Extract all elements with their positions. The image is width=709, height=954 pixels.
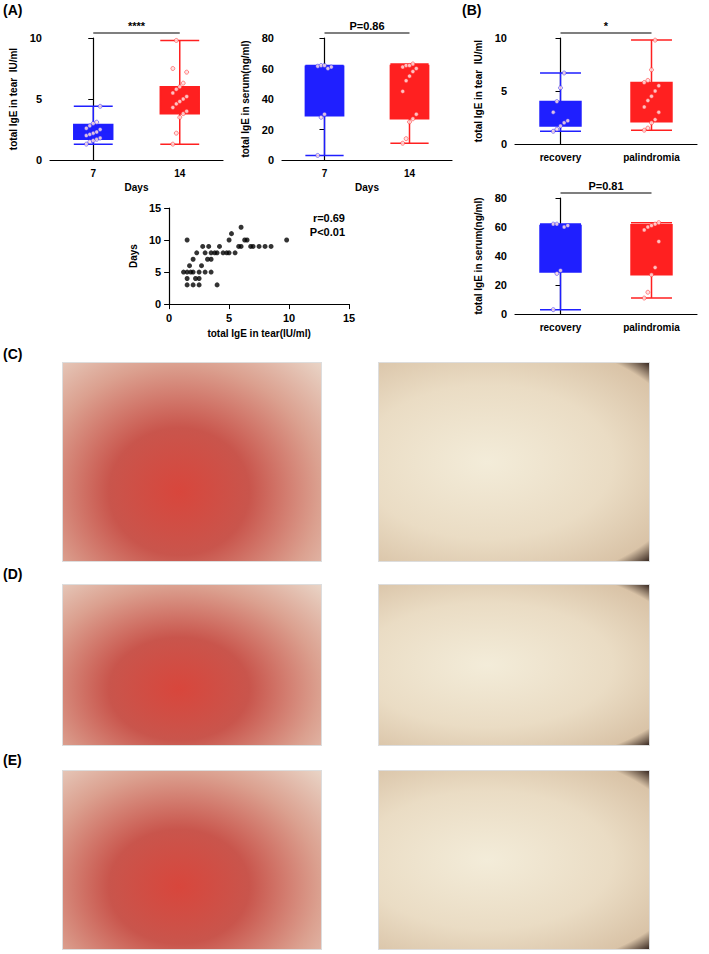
- svg-text:recovery: recovery: [540, 152, 582, 163]
- svg-text:60: 60: [262, 63, 274, 75]
- svg-text:10: 10: [495, 32, 507, 44]
- svg-text:20: 20: [262, 124, 274, 136]
- svg-text:palindromia: palindromia: [623, 322, 680, 333]
- svg-text:5: 5: [501, 85, 507, 97]
- svg-text:15: 15: [149, 202, 161, 214]
- svg-text:0: 0: [155, 298, 161, 310]
- svg-text:r=0.69: r=0.69: [313, 212, 345, 224]
- svg-text:14: 14: [174, 168, 186, 179]
- svg-text:Days: Days: [355, 182, 379, 193]
- svg-text:total IgE in tear IU/ml: total IgE in tear IU/ml: [473, 40, 484, 142]
- svg-text:P=0.86: P=0.86: [349, 20, 384, 32]
- svg-text:40: 40: [262, 93, 274, 105]
- svg-text:0: 0: [268, 154, 274, 166]
- svg-text:total IgE in serum(ng/ml): total IgE in serum(ng/ml): [240, 40, 251, 157]
- svg-text:5: 5: [36, 93, 42, 105]
- svg-text:7: 7: [90, 168, 96, 179]
- svg-text:total IgE in tear(IU/ml): total IgE in tear(IU/ml): [207, 328, 310, 339]
- svg-text:0: 0: [36, 154, 42, 166]
- svg-text:5: 5: [226, 312, 232, 324]
- svg-text:80: 80: [262, 32, 274, 44]
- svg-text:Days: Days: [128, 244, 139, 268]
- html-text:(A): (A): [3, 2, 23, 18]
- svg-text:10: 10: [30, 32, 42, 44]
- svg-text:10: 10: [149, 234, 161, 246]
- html-text:(C): (C): [3, 346, 23, 362]
- svg-text:40: 40: [495, 250, 507, 262]
- svg-text:60: 60: [495, 221, 507, 233]
- svg-text:7: 7: [322, 168, 328, 179]
- html-text:(D): (D): [3, 566, 23, 582]
- svg-text:total IgE in tear IU/ml: total IgE in tear IU/ml: [8, 48, 19, 150]
- svg-text:5: 5: [155, 266, 161, 278]
- svg-text:20: 20: [495, 279, 507, 291]
- html-text:(B): (B): [462, 2, 482, 18]
- svg-text:10: 10: [283, 312, 295, 324]
- svg-text:0: 0: [501, 138, 507, 150]
- svg-text:P=0.81: P=0.81: [588, 180, 623, 192]
- svg-text:0: 0: [501, 308, 507, 320]
- svg-text:palindromia: palindromia: [623, 152, 680, 163]
- svg-text:total IgE in serum(ng/ml): total IgE in serum(ng/ml): [473, 197, 484, 314]
- svg-text:80: 80: [495, 192, 507, 204]
- svg-text:Days: Days: [125, 182, 149, 193]
- html-text:(E): (E): [3, 752, 22, 768]
- svg-text:P<0.01: P<0.01: [310, 226, 345, 238]
- svg-text:0: 0: [166, 312, 172, 324]
- svg-text:****: ****: [128, 20, 146, 32]
- svg-text:14: 14: [404, 168, 416, 179]
- svg-text:15: 15: [343, 312, 355, 324]
- svg-text:*: *: [604, 20, 609, 32]
- svg-text:recovery: recovery: [540, 322, 582, 333]
